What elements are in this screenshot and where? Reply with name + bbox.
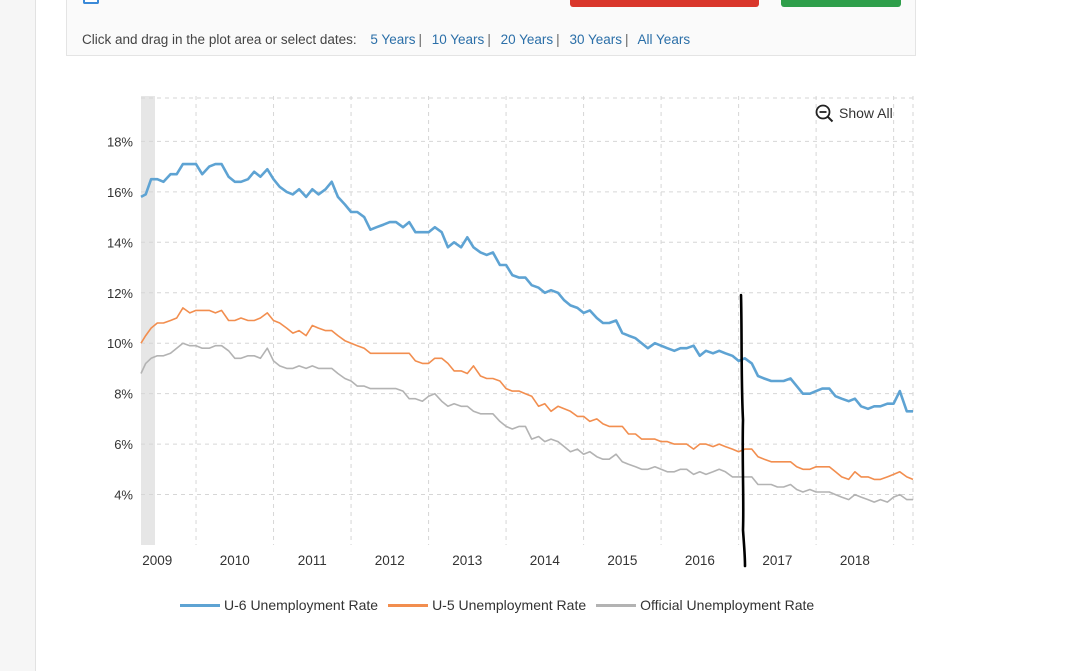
x-tick-label: 2010 xyxy=(220,553,250,568)
x-tick-label: 2014 xyxy=(530,553,561,568)
y-tick-label: 16% xyxy=(107,185,133,200)
range-separator: | xyxy=(487,32,491,47)
range-separator: | xyxy=(556,32,560,47)
y-tick-label: 6% xyxy=(114,437,133,452)
legend-swatch-official xyxy=(596,603,637,607)
plot-area[interactable] xyxy=(141,96,913,545)
range-5-years-link[interactable]: 5 Years xyxy=(370,32,416,47)
date-range-prompt: Click and drag in the plot area or selec… xyxy=(82,32,357,47)
zoom-out-icon xyxy=(815,104,834,122)
range-30-years-link[interactable]: 30 Years xyxy=(569,32,622,47)
range-handle-left[interactable] xyxy=(141,96,155,545)
y-tick-label: 4% xyxy=(114,488,133,503)
red-action-button[interactable] xyxy=(570,0,759,7)
show-all-button[interactable]: Show All xyxy=(815,103,893,123)
range-20-years-link[interactable]: 20 Years xyxy=(500,32,554,47)
y-tick-label: 18% xyxy=(107,134,133,149)
x-tick-label: 2015 xyxy=(607,553,637,568)
series-line-official[interactable] xyxy=(140,342,913,503)
x-tick-label: 2011 xyxy=(298,553,327,568)
legend-swatch-u6 xyxy=(180,603,220,607)
date-range-selector: Click and drag in the plot area or selec… xyxy=(82,32,690,47)
range-separator: | xyxy=(625,32,629,47)
legend-swatch-u5 xyxy=(388,603,429,607)
x-tick-label: 2009 xyxy=(142,553,172,568)
range-separator: | xyxy=(418,32,422,47)
legend-item-u5[interactable]: U-5 Unemployment Rate xyxy=(388,597,586,613)
legend-item-u6[interactable]: U-6 Unemployment Rate xyxy=(180,597,378,613)
x-tick-label: 2017 xyxy=(762,553,792,568)
x-tick-label: 2012 xyxy=(375,553,405,568)
legend-label-official: Official Unemployment Rate xyxy=(640,597,815,613)
green-action-button[interactable] xyxy=(781,0,901,7)
date-controls-panel xyxy=(66,0,916,56)
y-tick-label: 14% xyxy=(107,235,133,250)
legend-item-official[interactable]: Official Unemployment Rate xyxy=(596,597,814,613)
x-tick-label: 2016 xyxy=(685,553,715,568)
hand-drawn-marker xyxy=(739,293,747,568)
y-tick-label: 8% xyxy=(114,387,133,402)
y-tick-label: 10% xyxy=(107,336,133,351)
range-all-years-link[interactable]: All Years xyxy=(637,32,691,47)
range-10-years-link[interactable]: 10 Years xyxy=(431,32,485,47)
legend-label-u5: U-5 Unemployment Rate xyxy=(432,597,587,613)
series-line-u6[interactable] xyxy=(140,162,913,413)
x-tick-label: 2013 xyxy=(452,553,482,568)
checkbox[interactable] xyxy=(83,0,99,4)
left-gutter xyxy=(0,0,36,671)
x-tick-label: 2018 xyxy=(840,553,870,568)
series-line-u5[interactable] xyxy=(140,307,914,481)
show-all-label: Show All xyxy=(839,105,893,121)
y-tick-label: 12% xyxy=(107,286,133,301)
chart-legend: U-6 Unemployment Rate U-5 Unemployment R… xyxy=(180,597,824,613)
legend-label-u6: U-6 Unemployment Rate xyxy=(224,597,379,613)
